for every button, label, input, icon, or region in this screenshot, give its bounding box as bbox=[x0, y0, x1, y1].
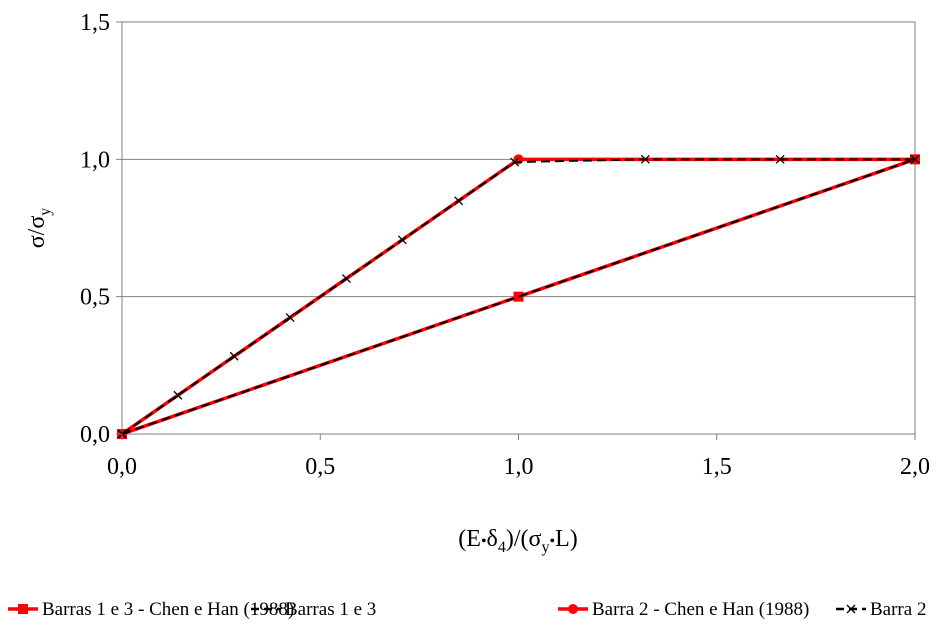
gridlines bbox=[122, 158, 915, 298]
y-tick-label-1: 0,5 bbox=[80, 285, 110, 311]
x-tick-label-4: 2,0 bbox=[900, 454, 930, 480]
x-axis-title: (E•δ4)/(σy•L) bbox=[458, 526, 577, 556]
series-1-point-1 bbox=[513, 291, 524, 302]
y-axis-title: σ/σy bbox=[24, 208, 54, 249]
legend: Barras 1 e 3 - Chen e Han (1988)Barras 1… bbox=[8, 599, 926, 620]
series-4-point-7 bbox=[510, 157, 519, 167]
series-4-point-10 bbox=[910, 154, 920, 164]
legend-entry-3: Barra 2 - Chen e Han (1988) bbox=[558, 599, 809, 620]
series-4-point-8 bbox=[640, 154, 650, 164]
legend-entry-1: Barras 1 e 3 - Chen e Han (1988) bbox=[8, 599, 294, 620]
x-tick-label-2: 1,0 bbox=[504, 454, 534, 480]
series-4-point-6 bbox=[454, 196, 464, 206]
legend-label-4: Barra 2 bbox=[870, 599, 926, 620]
x-tick-labels: 0,0 0,5 1,0 1,5 2,0 bbox=[107, 434, 930, 480]
x-tick-label-3: 1,5 bbox=[702, 454, 732, 480]
series-4-point-9 bbox=[775, 154, 785, 164]
x-tick-label-0: 0,0 bbox=[107, 454, 137, 480]
series-4-point-5 bbox=[397, 235, 407, 245]
legend-label-2: Barras 1 e 3 bbox=[285, 599, 376, 620]
plot-area-frame bbox=[121, 21, 916, 435]
y-tick-labels: 0,0 0,5 1,0 1,5 bbox=[80, 10, 122, 448]
legend-marker-4 bbox=[846, 604, 856, 614]
y-tick-label-2: 1,0 bbox=[80, 147, 110, 173]
x-tick-label-1: 0,5 bbox=[305, 454, 335, 480]
series-4-point-4 bbox=[341, 274, 351, 283]
legend-marker-1 bbox=[18, 604, 28, 614]
legend-marker-3 bbox=[568, 604, 578, 614]
y-tick-label-3: 1,5 bbox=[80, 10, 110, 36]
legend-entry-4: Barra 2 bbox=[836, 599, 926, 620]
y-tick-label-0: 0,0 bbox=[80, 422, 110, 448]
legend-label-1: Barras 1 e 3 - Chen e Han (1988) bbox=[42, 599, 294, 620]
series-4-point-1 bbox=[173, 390, 183, 400]
series-4-point-3 bbox=[285, 313, 295, 323]
legend-label-3: Barra 2 - Chen e Han (1988) bbox=[592, 599, 809, 620]
legend-entry-2: Barras 1 e 3 bbox=[251, 599, 376, 620]
series-4-point-2 bbox=[229, 351, 239, 361]
